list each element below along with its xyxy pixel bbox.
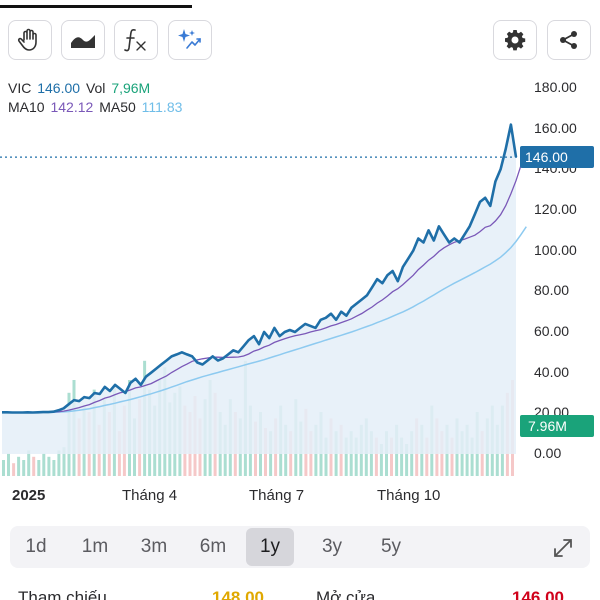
price-area xyxy=(2,124,516,454)
volume-bar xyxy=(470,437,474,476)
x-tick-label: 2025 xyxy=(12,487,46,504)
quote-summary-row: Tham chiếu 148.00 Mở cửa 146.00 xyxy=(0,588,600,600)
range-3y-button[interactable]: 3y xyxy=(321,536,343,557)
legend-row-price: VIC 146.00 Vol 7,96M xyxy=(8,78,152,98)
volume-bar xyxy=(62,447,66,476)
y-tick-label: 80.00 xyxy=(534,282,570,299)
volume-bar xyxy=(425,437,429,476)
ma50-value: 111.83 xyxy=(141,99,183,115)
x-tick-label: Tháng 4 xyxy=(122,487,178,504)
last-price-tag: 146.00 xyxy=(520,146,594,168)
x-tick-label: Tháng 10 xyxy=(377,487,441,504)
share-button[interactable] xyxy=(547,20,591,60)
reference-value: 148.00 xyxy=(212,588,264,600)
ma50-label: MA50 xyxy=(99,99,136,115)
volume-bar xyxy=(379,444,383,476)
last-volume-tag: 7.96M xyxy=(520,415,594,437)
volume-bar xyxy=(27,450,31,476)
range-6m-button[interactable]: 6m xyxy=(199,536,227,557)
volume-bar xyxy=(42,453,46,476)
ma10-line xyxy=(2,164,522,414)
range-1y-button[interactable]: 1y xyxy=(246,528,294,566)
price-value: 146.00 xyxy=(37,80,81,96)
area-chart-icon xyxy=(71,35,95,48)
ma50-line xyxy=(2,226,527,414)
gear-icon xyxy=(505,30,526,51)
volume-bar xyxy=(57,450,61,476)
range-5y-button[interactable]: 5y xyxy=(380,536,402,557)
price-line xyxy=(2,123,518,414)
y-tick-label: 160.00 xyxy=(534,119,577,136)
volume-bar xyxy=(324,437,328,476)
volume-bar xyxy=(7,453,10,476)
ai-analysis-button[interactable] xyxy=(168,20,212,60)
volume-bar xyxy=(37,460,41,476)
range-3m-button[interactable]: 3m xyxy=(140,536,168,557)
volume-bar xyxy=(400,437,404,476)
volume-bar xyxy=(17,456,21,476)
chart-type-button[interactable] xyxy=(61,20,105,60)
fx-icon xyxy=(124,29,146,52)
legend-row-ma: MA10 142.12 MA50 111.83 xyxy=(8,97,184,117)
volume-bar xyxy=(47,456,51,476)
y-tick-label: 180.00 xyxy=(534,79,577,95)
share-icon xyxy=(560,31,577,49)
volume-bar xyxy=(52,460,56,476)
volume-bar xyxy=(2,460,5,476)
symbol-label: VIC xyxy=(8,80,32,96)
volume-label: Vol xyxy=(85,80,106,96)
volume-bar xyxy=(344,437,348,476)
y-tick-label: 0.00 xyxy=(534,445,562,461)
volume-bar xyxy=(450,437,454,476)
ma10-value: 142.12 xyxy=(50,99,94,115)
ma10-label: MA10 xyxy=(8,99,45,115)
volume-bar xyxy=(405,444,409,476)
volume-bar xyxy=(354,437,358,476)
y-tick-label: 60.00 xyxy=(534,323,570,339)
x-tick-label: Tháng 7 xyxy=(249,487,305,504)
y-tick-label: 100.00 xyxy=(534,241,577,258)
tab-indicator xyxy=(0,5,192,8)
volume-value: 7,96M xyxy=(111,80,151,96)
range-1d-button[interactable]: 1d xyxy=(25,536,47,557)
expand-icon[interactable] xyxy=(550,535,576,561)
open-label: Mở cửa xyxy=(316,588,376,600)
volume-bar xyxy=(390,437,393,476)
drawing-tools-button[interactable] xyxy=(8,20,52,60)
indicators-button[interactable] xyxy=(114,20,158,60)
volume-bar xyxy=(22,460,26,476)
y-tick-label: 40.00 xyxy=(534,363,570,380)
volume-bar xyxy=(32,456,36,476)
y-tick-label: 120.00 xyxy=(534,201,577,217)
range-selector: 1d 1m 3m 6m 1y 3y 5y xyxy=(10,526,590,568)
sparkle-icon xyxy=(178,29,201,49)
settings-button[interactable] xyxy=(493,20,537,60)
range-1m-button[interactable]: 1m xyxy=(81,536,109,557)
open-value: 146.00 xyxy=(512,588,564,600)
volume-bar xyxy=(12,463,16,476)
reference-label: Tham chiếu xyxy=(18,588,107,600)
hand-icon xyxy=(17,28,37,51)
volume-bar xyxy=(374,437,378,476)
